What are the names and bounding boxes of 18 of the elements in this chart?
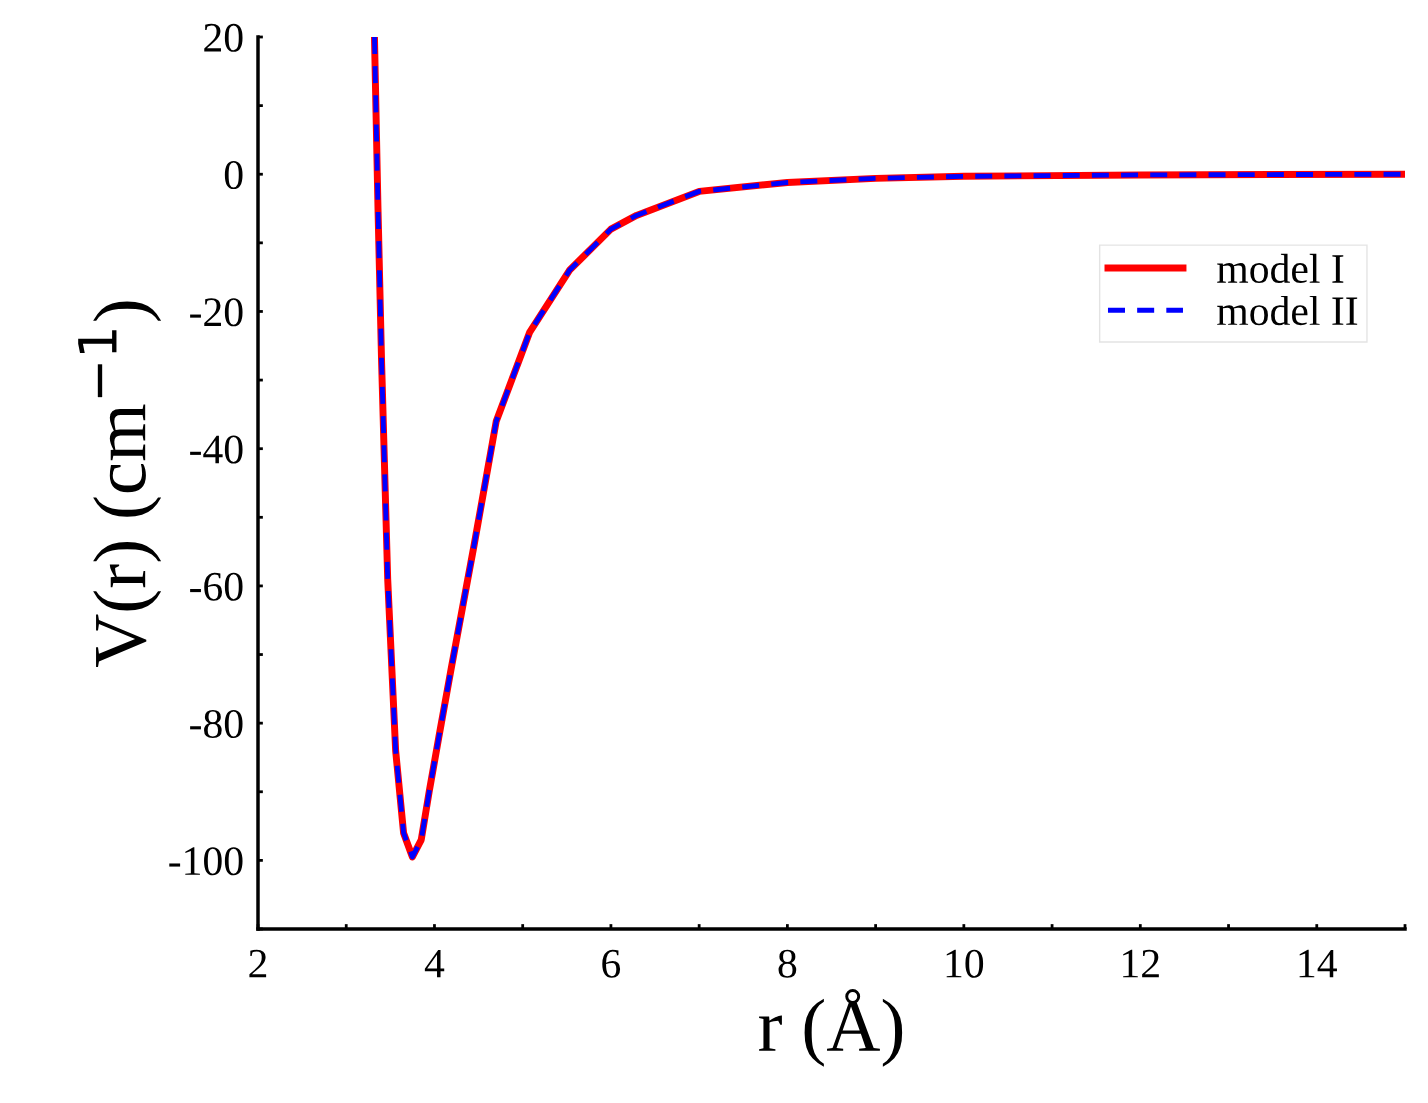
x-tick-label: 14 — [1299, 949, 1337, 978]
legend-label: model I — [1217, 253, 1344, 284]
x-tick-label: 12 — [1123, 949, 1159, 978]
x-tick-label: 6 — [602, 949, 621, 978]
x-tick-label: 4 — [424, 949, 445, 978]
x-tick-label: 10 — [946, 949, 984, 978]
y-tick-label: -60 — [190, 572, 243, 601]
x-axis-title: r (Å) — [759, 989, 903, 1067]
x-tick-label: 8 — [778, 949, 797, 978]
y-tick-label: -80 — [190, 709, 243, 739]
y-tick-label: 20 — [204, 23, 243, 52]
y-tick-label: -40 — [190, 435, 243, 464]
legend-label: model II — [1217, 295, 1358, 326]
y-tick-label: 0 — [224, 160, 243, 190]
x-tick-label: 2 — [249, 949, 267, 978]
y-axis-title: V(r) (cm$^{−1}$) — [78, 301, 162, 668]
y-tick-label: -20 — [190, 298, 243, 327]
y-tick-label: -100 — [169, 847, 243, 876]
